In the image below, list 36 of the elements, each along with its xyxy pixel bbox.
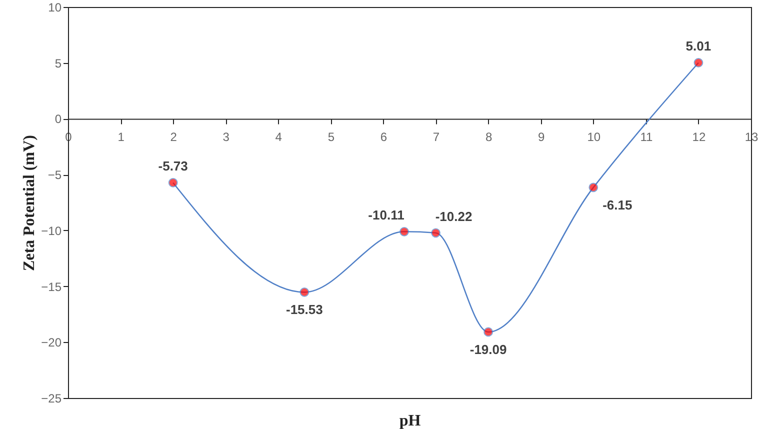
x-tick-label: 6: [380, 130, 388, 144]
x-axis-title: pH: [399, 412, 422, 429]
x-tick-label: 7: [432, 130, 440, 144]
y-axis-title: Zeta Potential (mV): [21, 135, 38, 271]
point: [484, 327, 493, 337]
x-tick-label: 8: [485, 130, 492, 144]
point: [300, 288, 310, 297]
x-tick-label: 3: [222, 130, 230, 144]
point: [694, 58, 704, 68]
data-label: -5.73: [158, 158, 188, 174]
data-label: -19.09: [470, 342, 507, 357]
x-tick-label: 2: [170, 130, 178, 144]
data-label: 5.01: [686, 38, 712, 54]
data-label: -10.11: [368, 208, 404, 223]
point: [431, 228, 440, 238]
x-tick-label: 9: [538, 130, 545, 144]
y-tick-label: −5: [48, 168, 62, 182]
x-tick-label: 1: [118, 130, 125, 144]
data-label: -15.53: [286, 302, 323, 318]
x-tick-label: 12: [692, 130, 706, 144]
point: [400, 226, 409, 236]
y-tick-label: 0: [54, 112, 62, 126]
point: [168, 178, 178, 188]
y-tick-label: −20: [41, 336, 62, 350]
x-tick-label: 11: [640, 130, 653, 144]
data-label: -6.15: [602, 197, 632, 212]
y-tick-label: −15: [41, 280, 62, 294]
x-tick-label: 10: [587, 130, 601, 144]
x-tick-label: 5: [328, 130, 335, 144]
y-tick-label: 5: [54, 56, 62, 70]
x-tick-label: 4: [275, 130, 282, 144]
y-tick-label: −10: [41, 224, 62, 238]
y-tick-label: 10: [48, 0, 62, 14]
point: [588, 182, 598, 192]
data-label: -10.22: [435, 208, 472, 224]
y-tick-label: −25: [41, 392, 62, 406]
